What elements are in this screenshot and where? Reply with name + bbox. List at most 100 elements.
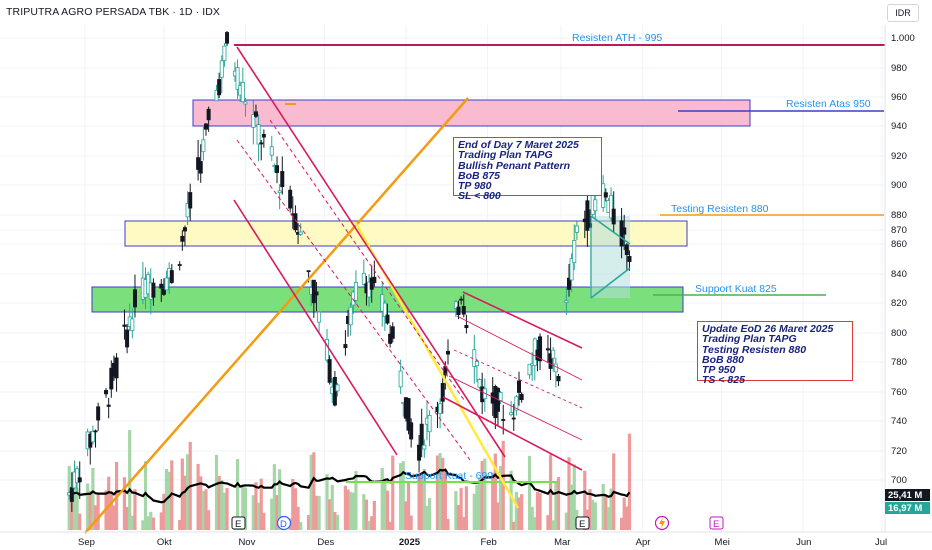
volume-bar xyxy=(601,483,605,530)
candle-body xyxy=(477,379,482,388)
volume-bar xyxy=(257,502,261,530)
volume-bar xyxy=(417,473,421,530)
candle-body xyxy=(445,350,450,355)
note-update-eod[interactable]: Update EoD 26 Maret 2025 Trading Plan TA… xyxy=(697,321,853,386)
price-tick-label: 1.000 xyxy=(891,33,915,44)
earnings-marker-apr-text: E xyxy=(713,519,719,530)
candle-body xyxy=(398,370,403,388)
dividend-marker[interactable]: D xyxy=(276,515,292,531)
candle-body xyxy=(298,231,303,235)
volume-bar xyxy=(367,520,371,530)
candle-body xyxy=(556,375,561,382)
label-testing-resisten: Testing Resisten 880 xyxy=(671,203,769,215)
candle-body xyxy=(243,101,248,105)
channel-lower-line[interactable] xyxy=(233,199,398,456)
flash-icon[interactable] xyxy=(654,515,670,531)
volume-bar xyxy=(520,494,524,530)
price-tick-label: 900 xyxy=(891,180,907,191)
volume-bar xyxy=(517,497,521,530)
note1-line: Bullish Penant Pattern xyxy=(458,159,571,172)
candle-body xyxy=(69,487,74,502)
note1-line: TP 980 xyxy=(458,180,492,193)
candle-body xyxy=(132,289,137,308)
candle-body xyxy=(461,306,466,315)
channel-upper-line[interactable] xyxy=(236,46,506,458)
volume-bar xyxy=(333,511,337,530)
fallingwedge-top-line[interactable] xyxy=(462,291,583,349)
candle-body xyxy=(277,190,282,194)
volume-bar xyxy=(107,476,111,530)
price-tick-label: 870 xyxy=(891,225,907,236)
candle-body xyxy=(306,270,311,273)
candle-body xyxy=(169,270,174,283)
volume-bar xyxy=(199,476,203,530)
fallingwedge-bottom-line[interactable] xyxy=(442,396,583,471)
candle-body xyxy=(385,314,390,324)
candle-body xyxy=(417,444,422,461)
volume-bar xyxy=(404,501,408,530)
price-axis[interactable]: 1.000 980 960 940 920 900 880 870 860 840 820 800 78… xyxy=(891,33,915,486)
price-tick-label: 740 xyxy=(891,416,907,427)
pennant-top-line[interactable] xyxy=(590,215,631,245)
candle-body xyxy=(251,114,256,128)
channel-inner-line xyxy=(269,119,465,401)
candle-body xyxy=(275,165,280,173)
candle-body xyxy=(90,431,95,443)
volume-bar xyxy=(401,461,405,530)
candle-body xyxy=(545,348,550,351)
volume-bar xyxy=(456,505,461,530)
candle-body xyxy=(456,306,461,315)
orange-uptrend-line[interactable] xyxy=(84,97,469,534)
resistance-zone-950[interactable] xyxy=(192,99,751,127)
volume-bar xyxy=(122,477,127,530)
candle-body xyxy=(390,326,395,339)
candle-body xyxy=(125,329,130,348)
label-support-kuat-825: Support Kuat 825 xyxy=(695,283,777,295)
time-tick-label: Sep xyxy=(78,537,95,548)
time-axis[interactable]: Sep Okt Nov Des 2025 Feb Mar Apr Mei Jun Jul xyxy=(78,537,887,548)
candle-body xyxy=(161,288,166,295)
candle-body xyxy=(611,208,616,225)
note-end-of-day[interactable]: End of Day 7 Maret 2025 Trading Plan TAP… xyxy=(453,137,602,202)
volume-bar xyxy=(388,521,392,530)
candle-body xyxy=(624,244,629,256)
currency-button[interactable]: IDR xyxy=(887,4,919,22)
volume-bar xyxy=(498,466,503,530)
candle-body xyxy=(427,415,432,433)
candle-body xyxy=(348,306,353,326)
candle-body xyxy=(201,139,206,153)
candle-body xyxy=(572,240,577,263)
earnings-marker-apr[interactable]: E xyxy=(709,516,724,530)
candle-body xyxy=(440,383,445,402)
volume-bar xyxy=(496,502,500,530)
candle-body xyxy=(509,412,514,416)
volume-bar xyxy=(399,463,403,530)
price-tick-label: 960 xyxy=(891,92,907,103)
candle-body xyxy=(574,225,579,233)
earnings-marker-feb[interactable]: E xyxy=(575,516,590,530)
candlesticks xyxy=(67,30,632,512)
earnings-marker-oct[interactable]: E xyxy=(231,516,246,530)
candle-body xyxy=(514,396,519,411)
volume-bar xyxy=(204,489,208,530)
candle-body xyxy=(585,200,590,231)
volume-bar xyxy=(380,468,384,530)
volume-bar xyxy=(483,458,487,530)
candle-body xyxy=(511,417,516,420)
volume-bar xyxy=(259,478,263,530)
volume-bar xyxy=(78,513,82,530)
candle-body xyxy=(280,171,285,188)
volume-bar xyxy=(372,500,376,530)
volume-bar xyxy=(243,487,248,530)
volume-bar xyxy=(201,490,205,530)
volume-bar xyxy=(564,512,568,530)
price-tick-label: 820 xyxy=(891,298,907,309)
pennant-bottom-line[interactable] xyxy=(590,267,631,299)
volume-bar xyxy=(222,492,227,530)
price-tick-label: 840 xyxy=(891,269,907,280)
volume-bar xyxy=(343,485,348,530)
time-tick-label: Feb xyxy=(480,537,496,548)
price-badge-dark-text: 25,41 M xyxy=(888,490,922,501)
candle-body xyxy=(517,380,522,393)
